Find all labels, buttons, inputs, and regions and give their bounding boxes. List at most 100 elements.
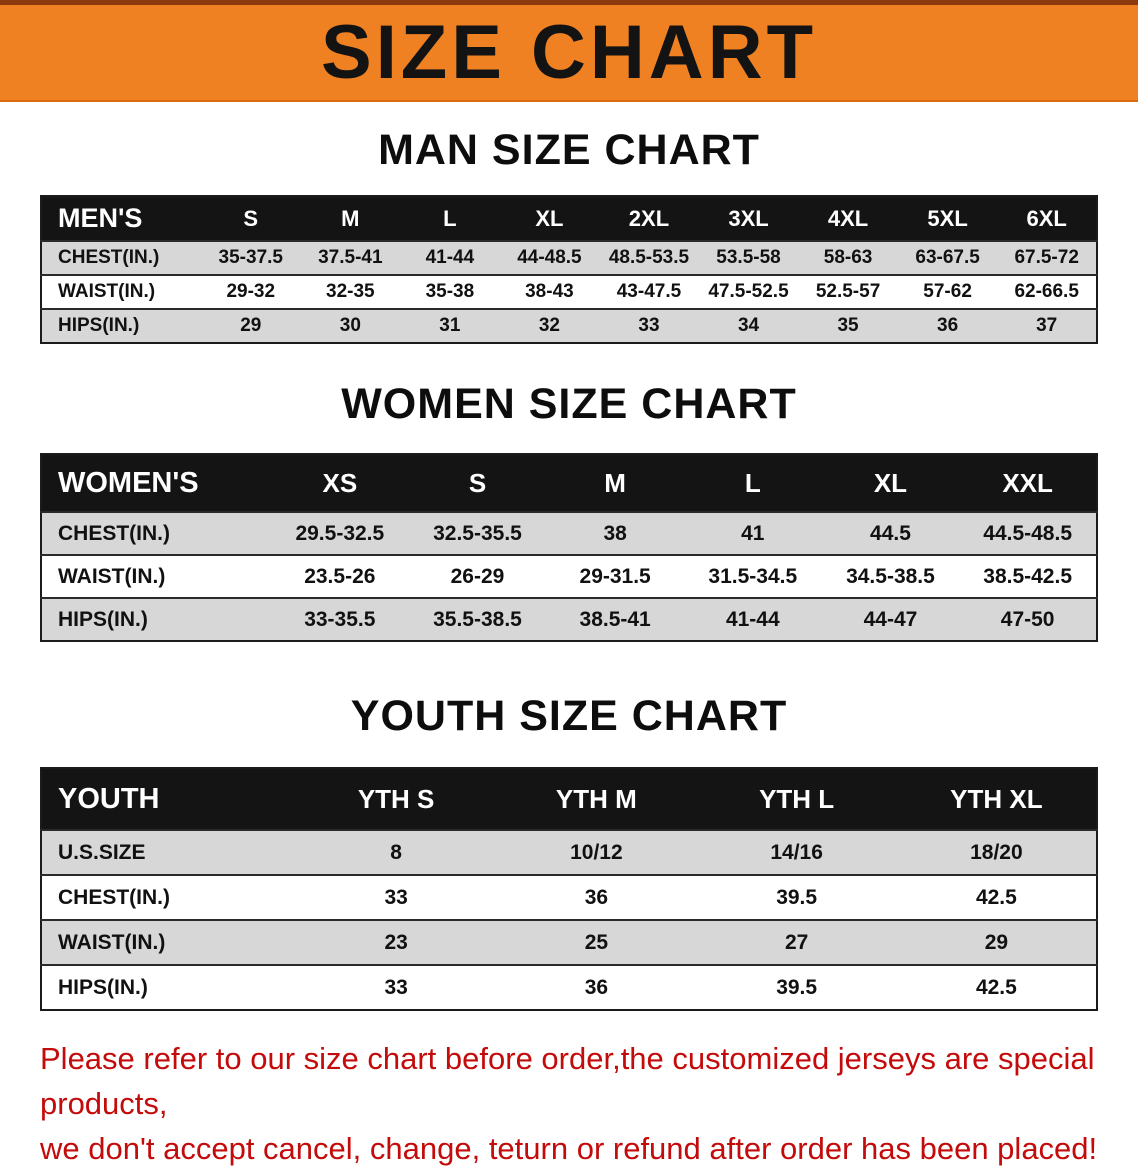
size-value: 33 <box>384 885 408 909</box>
table-title-cell: MEN'S <box>41 196 201 241</box>
table-row: WAIST(IN.) 23.5-26 26-29 29-31.5 31.5-34.5 34… <box>41 555 1097 598</box>
size-value: 29.5-32.5 <box>295 521 385 545</box>
size-value: 18/20 <box>970 840 1023 864</box>
youth-section: YOUTH SIZE CHART YOUTH YTH S YTH M YTH L YTH… <box>0 692 1138 1011</box>
size-value: 41-44 <box>725 607 780 631</box>
size-column-header: YTH XL <box>896 768 1097 830</box>
disclaimer-line-2: we don't accept cancel, change, teturn o… <box>40 1130 1098 1166</box>
size-column-header: L <box>400 196 500 241</box>
row-label: U.S.SIZE <box>58 840 146 864</box>
size-column-header: XS <box>271 454 409 512</box>
size-column-header: 3XL <box>698 196 799 241</box>
size-value: 53.5-58 <box>716 247 781 268</box>
size-value: 57-62 <box>923 281 972 302</box>
size-value: 14/16 <box>770 840 823 864</box>
size-column-header: S <box>201 196 301 241</box>
size-value: 41 <box>741 521 765 545</box>
men-section: MAN SIZE CHART MEN'S S M L XL 2XL 3XL 4XL 5XL 6XL… <box>0 126 1138 344</box>
size-column-header: S <box>408 454 547 512</box>
size-column-header: XXL <box>959 454 1097 512</box>
size-value: 32 <box>538 315 560 336</box>
size-value: 27 <box>784 930 809 954</box>
youth-size-table: YOUTH YTH S YTH M YTH L YTH XL U.S.SIZE 8 10/12… <box>40 767 1098 1011</box>
size-value: 8 <box>390 840 402 864</box>
size-column-header: XL <box>499 196 600 241</box>
size-value: 67.5-72 <box>1014 247 1079 268</box>
table-row: WAIST(IN.) 23 25 27 29 <box>41 920 1097 965</box>
women-section: WOMEN SIZE CHART WOMEN'S XS S M L XL XXL CHEST(… <box>0 380 1138 642</box>
women-size-table: WOMEN'S XS S M L XL XXL CHEST(IN.) 29.5-32.5 32.5… <box>40 453 1098 642</box>
size-value: 38.5-42.5 <box>983 564 1073 588</box>
row-label: HIPS(IN.) <box>58 975 148 999</box>
size-value: 31 <box>439 315 461 336</box>
size-column-header: XL <box>821 454 960 512</box>
size-value: 23 <box>384 930 408 954</box>
table-row: HIPS(IN.) 33 36 39.5 42.5 <box>41 965 1097 1010</box>
table-row: U.S.SIZE 8 10/12 14/16 18/20 <box>41 830 1097 875</box>
size-value: 38-43 <box>525 281 574 302</box>
size-column-header: M <box>546 454 684 512</box>
size-value: 47.5-52.5 <box>708 281 789 302</box>
banner: SIZE CHART <box>0 0 1138 102</box>
header-row: MEN'S S M L XL 2XL 3XL 4XL 5XL 6XL <box>41 196 1097 241</box>
size-value: 26-29 <box>450 564 505 588</box>
size-value: 33 <box>638 315 660 336</box>
size-value: 43-47.5 <box>616 281 682 302</box>
size-value: 39.5 <box>776 885 818 909</box>
size-value: 29 <box>240 315 262 336</box>
size-value: 37 <box>1036 315 1058 336</box>
size-value: 30 <box>339 315 361 336</box>
size-value: 36 <box>584 885 609 909</box>
size-value: 29-32 <box>226 281 276 302</box>
disclaimer: Please refer to our size chart before or… <box>40 1037 1098 1172</box>
size-value: 37.5-41 <box>318 247 383 268</box>
size-value: 29-31.5 <box>579 564 651 588</box>
row-label: HIPS(IN.) <box>58 315 140 336</box>
size-value: 32.5-35.5 <box>433 521 522 545</box>
youth-section-heading: YOUTH SIZE CHART <box>350 692 788 740</box>
size-value: 44-48.5 <box>517 247 582 268</box>
size-value: 38 <box>603 521 627 545</box>
size-value: 62-66.5 <box>1014 281 1079 302</box>
size-value: 23.5-26 <box>304 564 376 588</box>
row-label: WAIST(IN.) <box>58 930 166 954</box>
table-row: HIPS(IN.) 29 30 31 32 33 34 35 36 37 <box>41 309 1097 343</box>
header-row: YOUTH YTH S YTH M YTH L YTH XL <box>41 768 1097 830</box>
table-row: HIPS(IN.) 33-35.5 35.5-38.5 38.5-41 41-44 44-… <box>41 598 1097 641</box>
row-label: HIPS(IN.) <box>58 607 148 631</box>
table-row: CHEST(IN.) 33 36 39.5 42.5 <box>41 875 1097 920</box>
row-label: CHEST(IN.) <box>58 885 170 909</box>
size-value: 36 <box>584 975 609 999</box>
size-value: 34.5-38.5 <box>846 564 935 588</box>
size-column-header: 5XL <box>897 196 998 241</box>
table-title-cell: YOUTH <box>41 768 296 830</box>
size-value: 36 <box>937 315 959 336</box>
size-value: 44.5-48.5 <box>983 521 1073 545</box>
men-section-heading: MAN SIZE CHART <box>378 126 760 174</box>
size-column-header: 6XL <box>997 196 1097 241</box>
page-title: SIZE CHART <box>321 9 817 95</box>
size-value: 39.5 <box>776 975 818 999</box>
size-value: 47-50 <box>1000 607 1055 631</box>
size-value: 32-35 <box>326 281 375 302</box>
header-row: WOMEN'S XS S M L XL XXL <box>41 454 1097 512</box>
size-value: 35-38 <box>425 281 475 302</box>
size-value: 44.5 <box>870 521 911 545</box>
size-value: 33 <box>384 975 408 999</box>
size-value: 35 <box>837 315 859 336</box>
size-value: 34 <box>737 315 760 336</box>
size-value: 33-35.5 <box>304 607 376 631</box>
size-value: 52.5-57 <box>815 281 881 302</box>
size-value: 38.5-41 <box>579 607 651 631</box>
size-value: 35.5-38.5 <box>433 607 522 631</box>
size-value: 58-63 <box>823 247 873 268</box>
size-value: 44-47 <box>863 607 918 631</box>
size-column-header: M <box>300 196 401 241</box>
women-section-heading: WOMEN SIZE CHART <box>341 380 797 428</box>
row-label: CHEST(IN.) <box>58 247 160 268</box>
size-value: 41-44 <box>425 247 475 268</box>
size-value: 42.5 <box>975 975 1017 999</box>
row-label: CHEST(IN.) <box>58 521 170 545</box>
size-value: 48.5-53.5 <box>608 247 690 268</box>
